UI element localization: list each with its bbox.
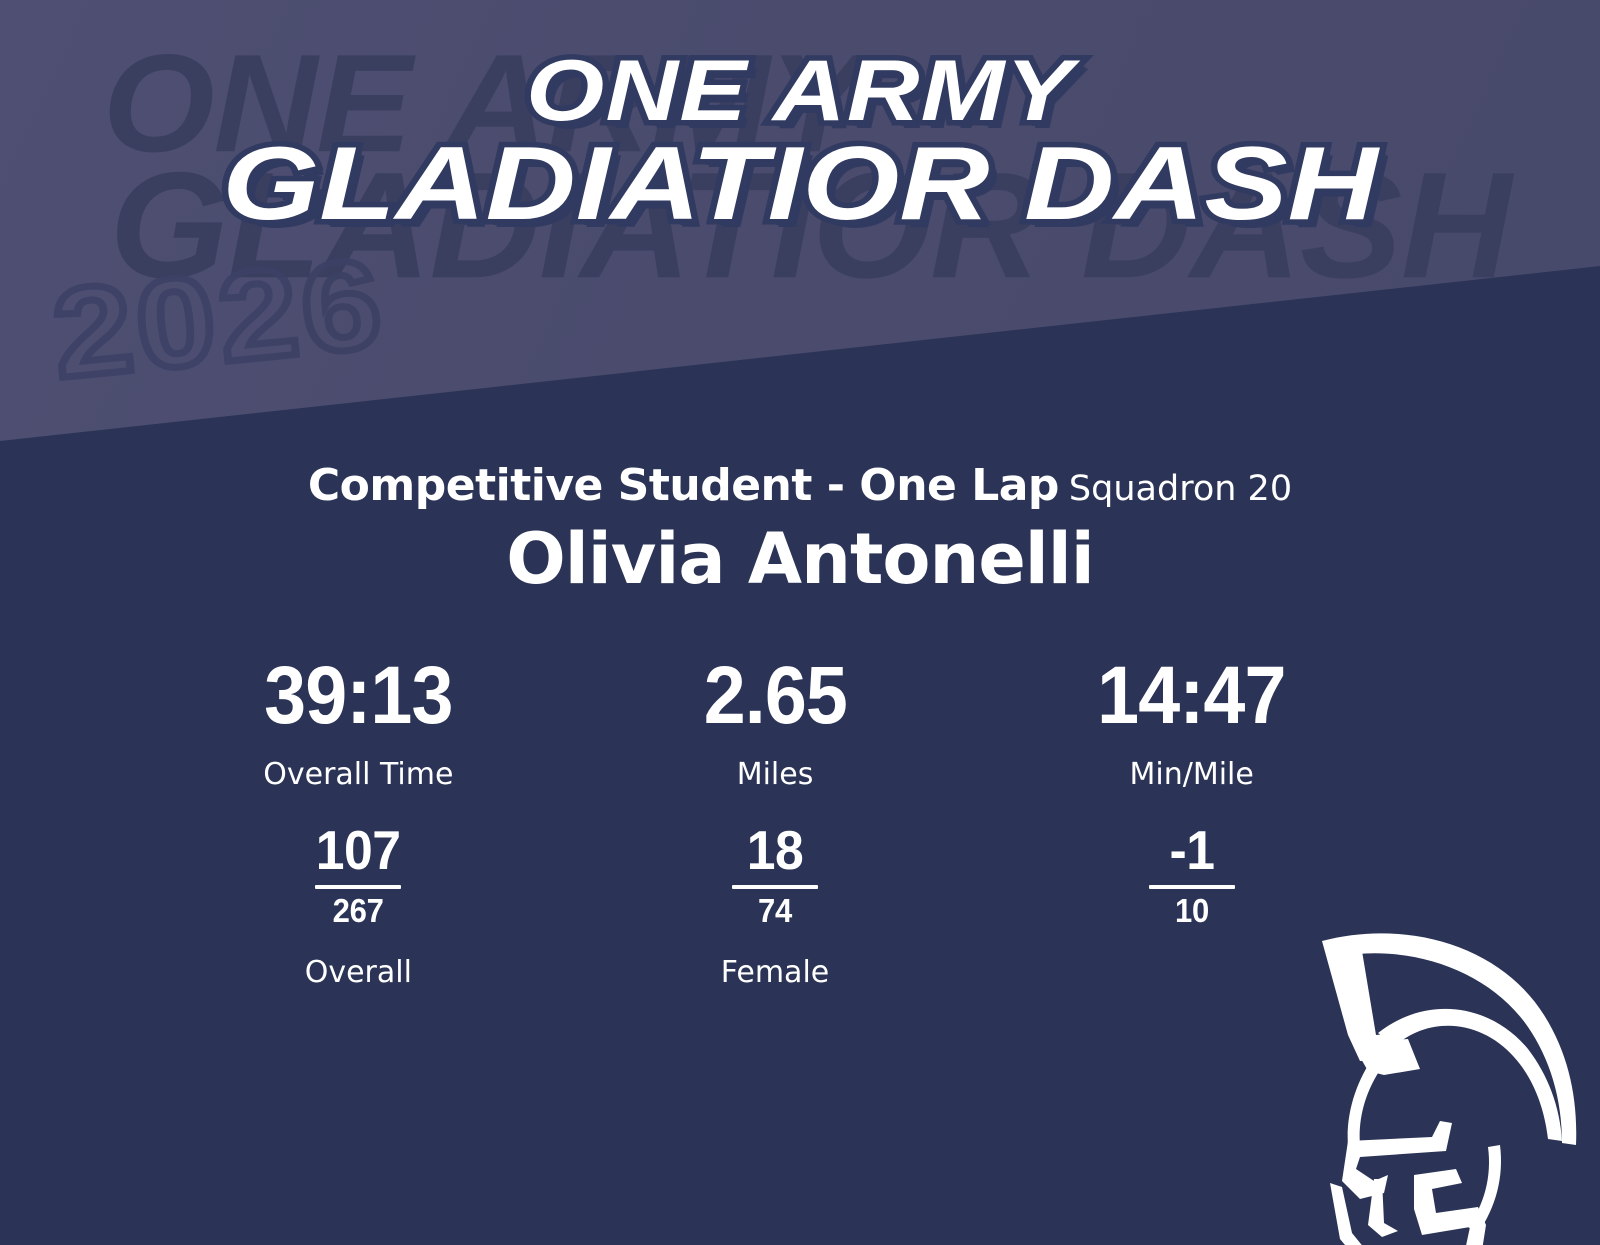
metric-label: Miles bbox=[736, 757, 814, 792]
metric-miles: 2.65 Miles bbox=[567, 650, 984, 793]
metric-label: Overall Time bbox=[263, 757, 454, 792]
metric-min-per-mile: 14:47 Min/Mile bbox=[983, 650, 1400, 793]
metric-overall-time: 39:13 Overall Time bbox=[150, 650, 567, 793]
fraction-divider bbox=[732, 885, 818, 890]
ghost-wordmark-line2: GLADIATIOR DASH bbox=[109, 141, 1512, 311]
rank-fraction: 18 74 bbox=[732, 822, 818, 927]
metrics-row: 39:13 Overall Time 2.65 Miles 14:47 Min/… bbox=[150, 650, 1400, 793]
rank-label bbox=[983, 955, 1400, 991]
ghost-wordmark-watermark: ONE ARMY GLADIATIOR DASH bbox=[103, 26, 1512, 310]
rank-division: -1 10 bbox=[983, 822, 1400, 991]
rank-place: 107 bbox=[315, 819, 401, 881]
fraction-divider bbox=[315, 885, 402, 890]
ranks-row: 107 267 Overall 18 74 Female -1 10 bbox=[150, 822, 1400, 991]
division-label: Competitive Student - One Lap bbox=[307, 460, 1060, 511]
rank-fraction: 107 267 bbox=[313, 822, 403, 927]
metric-value: 2.65 bbox=[703, 650, 847, 741]
division-line: Competitive Student - One Lap Squadron 20 bbox=[0, 460, 1600, 511]
rank-label: Female bbox=[720, 955, 830, 991]
rank-field-size: 10 bbox=[1174, 892, 1209, 930]
fraction-divider bbox=[1148, 885, 1235, 890]
header-band: ONE ARMY GLADIATIOR DASH 2026 bbox=[0, 0, 1600, 441]
metric-value: 14:47 bbox=[1097, 650, 1287, 741]
metric-label: Min/Mile bbox=[1129, 757, 1254, 792]
rank-female: 18 74 Female bbox=[567, 822, 984, 991]
rank-place: 18 bbox=[746, 819, 804, 881]
rank-overall: 107 267 Overall bbox=[150, 822, 567, 991]
results-body: Competitive Student - One Lap Squadron 20… bbox=[0, 440, 1600, 1245]
metric-value: 39:13 bbox=[264, 650, 453, 741]
rank-label: Overall bbox=[304, 955, 412, 991]
year-watermark: 2026 bbox=[43, 228, 394, 408]
rank-fraction: -1 10 bbox=[1148, 819, 1235, 930]
squadron-label: Squadron 20 bbox=[1068, 469, 1293, 509]
ghost-wordmark-line1: ONE ARMY bbox=[102, 26, 865, 182]
athlete-name: Olivia Antonelli bbox=[506, 518, 1095, 600]
rank-place: -1 bbox=[1169, 819, 1215, 881]
rank-field-size: 74 bbox=[758, 892, 792, 930]
rank-field-size: 267 bbox=[332, 892, 384, 930]
